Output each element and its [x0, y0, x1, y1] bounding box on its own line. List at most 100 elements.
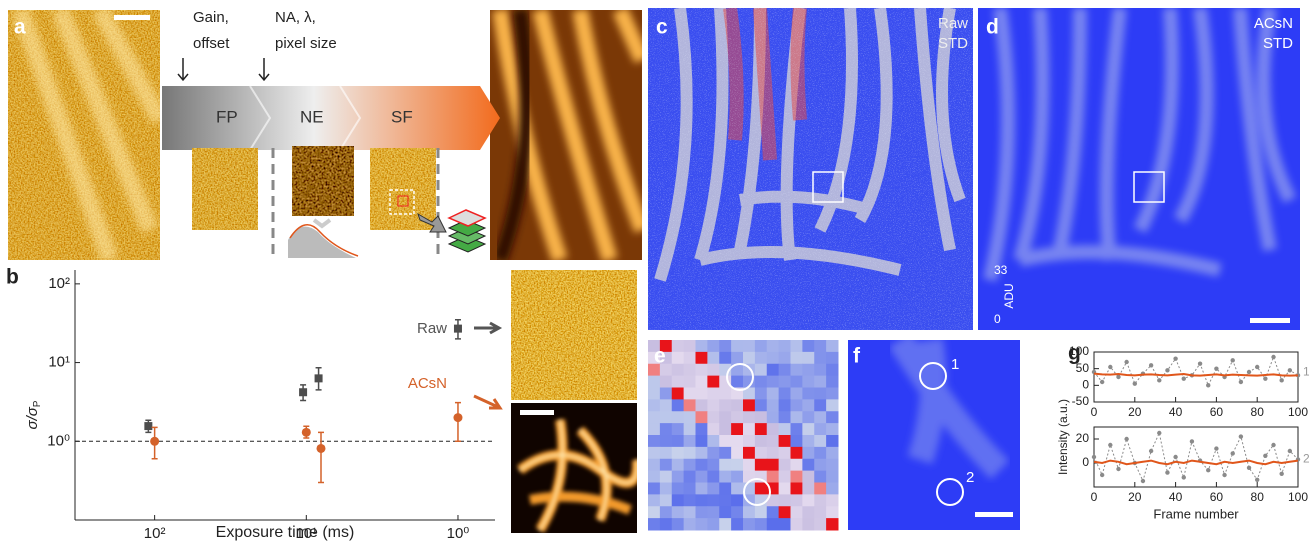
data-point	[1247, 370, 1251, 374]
pixel	[731, 447, 743, 459]
pixel	[779, 340, 791, 352]
pixel	[696, 447, 708, 459]
pixel	[719, 411, 731, 423]
pixel	[802, 471, 814, 483]
pixel	[684, 352, 696, 364]
pixel	[755, 364, 767, 376]
error-bar	[318, 432, 324, 482]
scale-bar	[1250, 318, 1290, 323]
pixel	[755, 483, 767, 495]
data-point	[1149, 363, 1153, 367]
data-point	[1133, 381, 1137, 385]
stage-label: NE	[300, 107, 324, 126]
inset-arrow	[474, 323, 499, 333]
input-label: pixel size	[275, 35, 337, 52]
pixel	[672, 459, 684, 471]
x-tick-label: 80	[1251, 405, 1265, 419]
pixel	[696, 518, 708, 530]
data-point	[1279, 378, 1283, 382]
pixel	[672, 423, 684, 435]
pixel	[755, 435, 767, 447]
x-tick-label: 60	[1210, 405, 1224, 419]
data-point	[1263, 376, 1267, 380]
pixel	[826, 506, 838, 518]
pixel	[814, 352, 826, 364]
pipeline-arrow	[162, 86, 500, 150]
pixel	[696, 352, 708, 364]
result-image	[490, 10, 642, 260]
pixel	[707, 459, 719, 471]
chevron	[314, 220, 330, 226]
y-tick-label: 0	[1082, 378, 1089, 392]
pixel	[755, 352, 767, 364]
data-point	[1092, 455, 1096, 459]
pixel	[755, 411, 767, 423]
x-tick-label: 0	[1091, 405, 1098, 419]
pixel	[791, 494, 803, 506]
pixel	[660, 483, 672, 495]
pixel	[779, 376, 791, 388]
pixel	[743, 340, 755, 352]
input-label: offset	[193, 35, 230, 52]
pixel	[814, 399, 826, 411]
pixel	[719, 447, 731, 459]
pixel	[696, 459, 708, 471]
data-point	[1255, 365, 1259, 369]
pixel	[802, 459, 814, 471]
pixel	[731, 518, 743, 530]
data-point	[1182, 376, 1186, 380]
fp-image-noise	[192, 148, 258, 230]
pixel	[672, 388, 684, 400]
pixel	[779, 388, 791, 400]
x-tick-label: 100	[1288, 405, 1308, 419]
pixel	[767, 506, 779, 518]
pixel	[814, 423, 826, 435]
pixel	[660, 399, 672, 411]
data-point	[1173, 356, 1177, 360]
image-label: STD	[938, 35, 968, 52]
data-point	[1214, 446, 1218, 450]
pixel	[707, 399, 719, 411]
pixel	[767, 411, 779, 423]
pixel	[767, 447, 779, 459]
data-point	[317, 444, 326, 453]
pixel	[755, 399, 767, 411]
plot-frame	[1094, 352, 1298, 402]
pixel	[802, 494, 814, 506]
data-point	[1198, 361, 1202, 365]
acsn-inset	[511, 403, 637, 533]
data-point	[1239, 380, 1243, 384]
pixel	[791, 388, 803, 400]
data-point	[1157, 378, 1161, 382]
pixel	[672, 435, 684, 447]
pixel	[660, 411, 672, 423]
pixel	[779, 352, 791, 364]
pixel	[672, 518, 684, 530]
pixel	[707, 435, 719, 447]
data-point	[1165, 470, 1169, 474]
data-point	[1239, 434, 1243, 438]
pixel	[767, 518, 779, 530]
pixel	[826, 340, 838, 352]
pixel	[779, 399, 791, 411]
pixel	[660, 459, 672, 471]
pixel	[672, 399, 684, 411]
pixel	[684, 518, 696, 530]
pixel	[826, 423, 838, 435]
pixel	[826, 411, 838, 423]
y-tick-label: 10¹	[48, 354, 70, 371]
pixel	[755, 506, 767, 518]
pixel	[731, 352, 743, 364]
pixel	[707, 388, 719, 400]
pixel	[660, 471, 672, 483]
pixel	[731, 506, 743, 518]
pixel	[719, 423, 731, 435]
pixel	[660, 435, 672, 447]
pixel	[672, 352, 684, 364]
input-label: NA, λ,	[275, 9, 316, 26]
pixel	[696, 376, 708, 388]
pixel	[696, 423, 708, 435]
data-point	[1255, 478, 1259, 482]
pixel	[672, 483, 684, 495]
pixel	[791, 352, 803, 364]
